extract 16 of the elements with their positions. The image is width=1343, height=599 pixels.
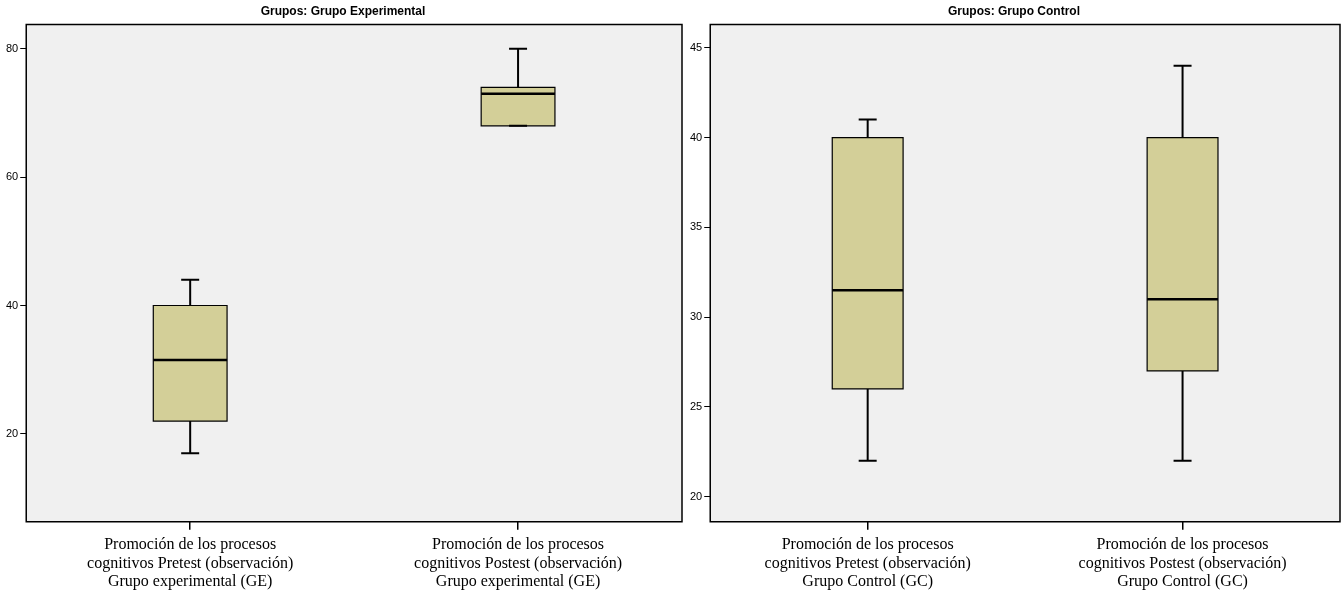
x-tick-label: Promoción de los procesos cognitivos Pretest (observación) Grupo Control (GC) [764, 535, 971, 590]
y-tick-label: 25 [689, 399, 703, 412]
x-tick-label: Promoción de los procesos cognitivos Pretest (observación) Grupo experimental (GE) [87, 535, 294, 590]
y-tick-label: 40 [5, 298, 19, 311]
y-tick-label: 20 [689, 489, 703, 502]
y-tick-label: 40 [689, 130, 703, 143]
chart-title: Grupos: Grupo Experimental [260, 3, 426, 18]
x-tick-label: Promoción de los procesos cognitivos Postest (observación) Grupo Control (GC) [1078, 535, 1287, 590]
y-tick-label: 60 [5, 170, 19, 183]
y-tick-label: 35 [689, 220, 703, 233]
chart-title: Grupos: Grupo Control [948, 3, 1080, 18]
y-tick-label: 30 [689, 310, 703, 323]
y-tick-label: 20 [5, 426, 19, 439]
y-tick-label: 45 [689, 40, 703, 53]
x-tick-label: Promoción de los procesos cognitivos Postest (observación) Grupo experimental (GE) [414, 535, 623, 590]
y-tick-label: 80 [5, 41, 19, 54]
